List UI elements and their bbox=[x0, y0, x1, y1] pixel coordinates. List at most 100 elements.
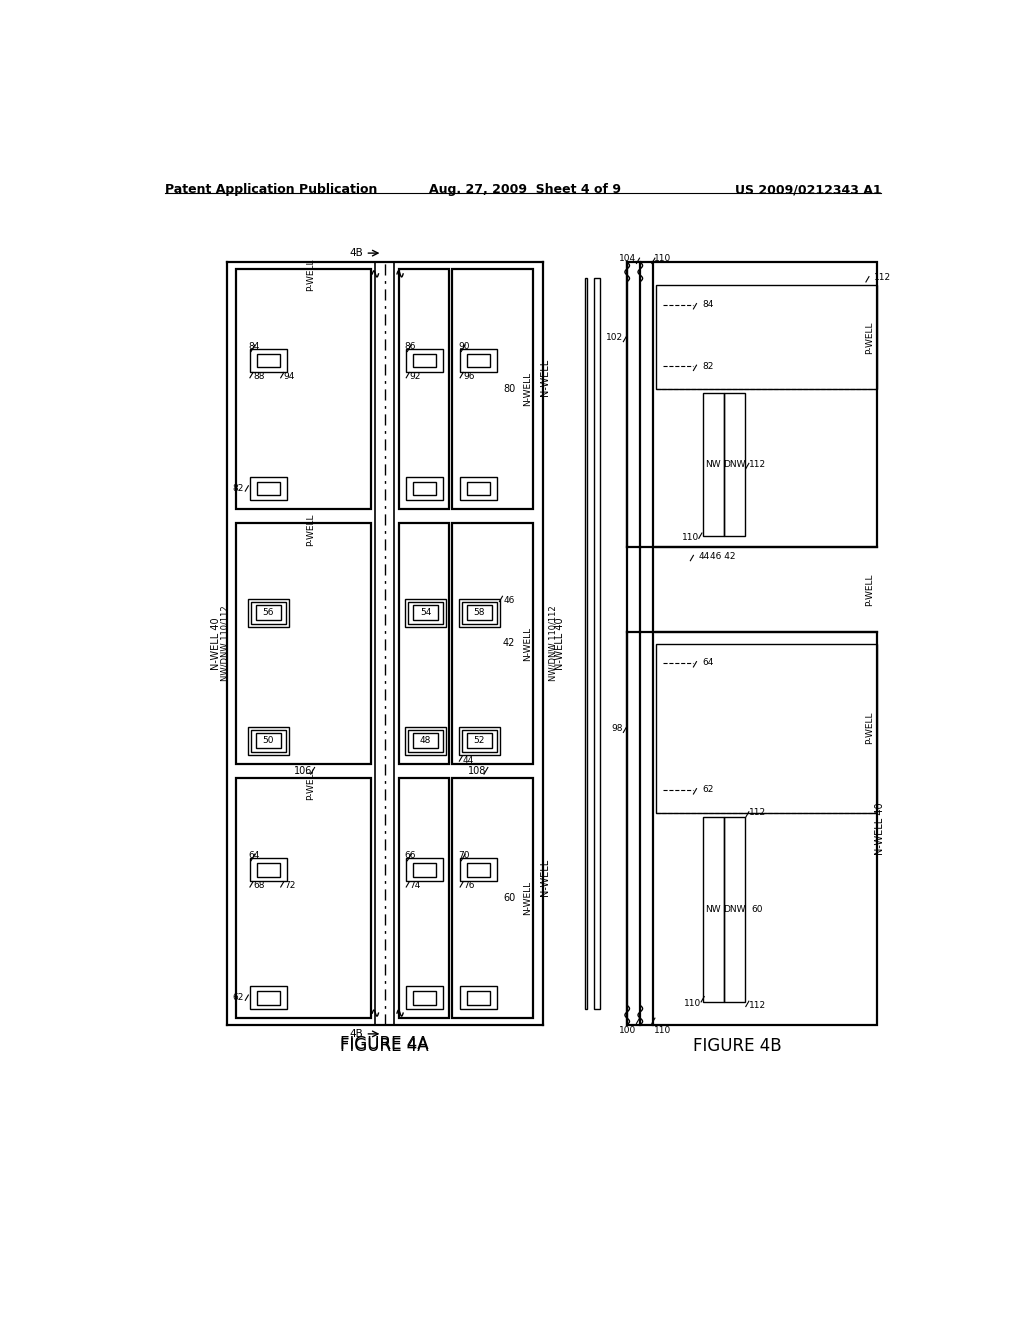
Bar bbox=[453, 523, 534, 764]
Bar bbox=[408, 602, 443, 623]
Text: NW: NW bbox=[706, 459, 721, 469]
Text: P-WELL: P-WELL bbox=[305, 259, 314, 290]
Text: 62: 62 bbox=[702, 785, 714, 795]
Text: 44: 44 bbox=[698, 552, 710, 561]
Bar bbox=[467, 863, 490, 876]
Bar bbox=[460, 348, 497, 372]
Bar bbox=[407, 986, 443, 1010]
Text: 60: 60 bbox=[752, 904, 763, 913]
Text: P-WELL: P-WELL bbox=[865, 321, 874, 354]
Text: 100: 100 bbox=[620, 1027, 637, 1035]
Text: 64: 64 bbox=[249, 851, 260, 861]
Bar bbox=[408, 730, 443, 751]
Text: 60: 60 bbox=[503, 894, 515, 903]
Text: DNW: DNW bbox=[723, 904, 745, 913]
Bar bbox=[628, 632, 878, 1024]
Bar bbox=[460, 858, 497, 882]
Text: FIGURE 4A: FIGURE 4A bbox=[340, 1038, 429, 1055]
Bar bbox=[404, 599, 446, 627]
Bar bbox=[407, 477, 443, 500]
Text: 98: 98 bbox=[612, 723, 624, 733]
Bar bbox=[628, 263, 878, 548]
Text: 46 42: 46 42 bbox=[711, 552, 736, 561]
Text: 76: 76 bbox=[463, 882, 475, 891]
Bar bbox=[251, 602, 286, 623]
Text: 96: 96 bbox=[463, 372, 475, 381]
Bar bbox=[251, 730, 286, 751]
Bar bbox=[585, 277, 587, 1010]
Text: N-WELL: N-WELL bbox=[523, 627, 532, 660]
Bar bbox=[256, 605, 281, 620]
Bar bbox=[594, 277, 600, 1010]
Bar bbox=[413, 482, 436, 495]
Bar bbox=[413, 354, 436, 367]
Bar bbox=[404, 727, 446, 755]
Text: P-WELL: P-WELL bbox=[305, 768, 314, 800]
Text: Patent Application Publication: Patent Application Publication bbox=[165, 183, 378, 197]
Text: N-WELL: N-WELL bbox=[540, 858, 550, 896]
Bar bbox=[413, 991, 436, 1005]
Text: N-WELL 40: N-WELL 40 bbox=[211, 618, 221, 669]
Text: 50: 50 bbox=[262, 737, 274, 746]
Bar bbox=[248, 599, 289, 627]
Bar bbox=[237, 777, 371, 1019]
Bar bbox=[467, 354, 490, 367]
Bar bbox=[237, 268, 371, 510]
Bar bbox=[413, 605, 438, 620]
Text: 86: 86 bbox=[404, 342, 416, 351]
Bar bbox=[257, 863, 280, 876]
Bar bbox=[257, 354, 280, 367]
Text: 84: 84 bbox=[249, 342, 260, 351]
Bar bbox=[407, 858, 443, 882]
Text: 4B: 4B bbox=[349, 1028, 364, 1039]
Text: 104: 104 bbox=[620, 253, 637, 263]
Text: NW: NW bbox=[706, 904, 721, 913]
Bar bbox=[250, 477, 287, 500]
Text: 110: 110 bbox=[682, 533, 698, 541]
Text: 52: 52 bbox=[474, 737, 485, 746]
Bar bbox=[459, 727, 500, 755]
Bar bbox=[453, 777, 534, 1019]
Text: 110: 110 bbox=[684, 999, 701, 1007]
Text: 112: 112 bbox=[873, 273, 891, 282]
Bar bbox=[724, 393, 745, 536]
Text: P-WELL: P-WELL bbox=[865, 573, 874, 606]
Text: N-WELL 40: N-WELL 40 bbox=[876, 803, 885, 854]
Bar bbox=[467, 991, 490, 1005]
Bar bbox=[453, 268, 534, 510]
Bar bbox=[413, 733, 438, 748]
Text: 102: 102 bbox=[606, 333, 624, 342]
Text: 80: 80 bbox=[503, 384, 515, 393]
Text: 82: 82 bbox=[702, 362, 714, 371]
Bar bbox=[398, 268, 449, 510]
Text: 74: 74 bbox=[410, 882, 421, 891]
Bar bbox=[656, 285, 878, 389]
Bar bbox=[250, 858, 287, 882]
Bar bbox=[407, 348, 443, 372]
Bar bbox=[724, 817, 745, 1002]
Bar bbox=[250, 986, 287, 1010]
Text: P-WELL: P-WELL bbox=[305, 513, 314, 545]
Text: US 2009/0212343 A1: US 2009/0212343 A1 bbox=[734, 183, 882, 197]
Text: 70: 70 bbox=[459, 851, 470, 861]
Text: 112: 112 bbox=[749, 459, 766, 469]
Bar bbox=[467, 605, 492, 620]
Text: N-WELL: N-WELL bbox=[523, 880, 532, 915]
Bar bbox=[467, 733, 492, 748]
Text: 112: 112 bbox=[749, 1001, 766, 1010]
Text: 112: 112 bbox=[749, 808, 766, 817]
Bar bbox=[256, 733, 281, 748]
Text: 54: 54 bbox=[420, 609, 431, 618]
Text: N-WELL: N-WELL bbox=[540, 359, 550, 396]
Bar bbox=[413, 863, 436, 876]
Text: 44: 44 bbox=[463, 755, 474, 764]
Bar bbox=[250, 348, 287, 372]
Text: 64: 64 bbox=[702, 659, 714, 667]
Text: 110: 110 bbox=[654, 1027, 672, 1035]
Bar bbox=[460, 986, 497, 1010]
Bar bbox=[248, 727, 289, 755]
Text: 88: 88 bbox=[253, 372, 264, 381]
Text: 46: 46 bbox=[503, 595, 515, 605]
Text: 66: 66 bbox=[404, 851, 416, 861]
Bar bbox=[460, 477, 497, 500]
